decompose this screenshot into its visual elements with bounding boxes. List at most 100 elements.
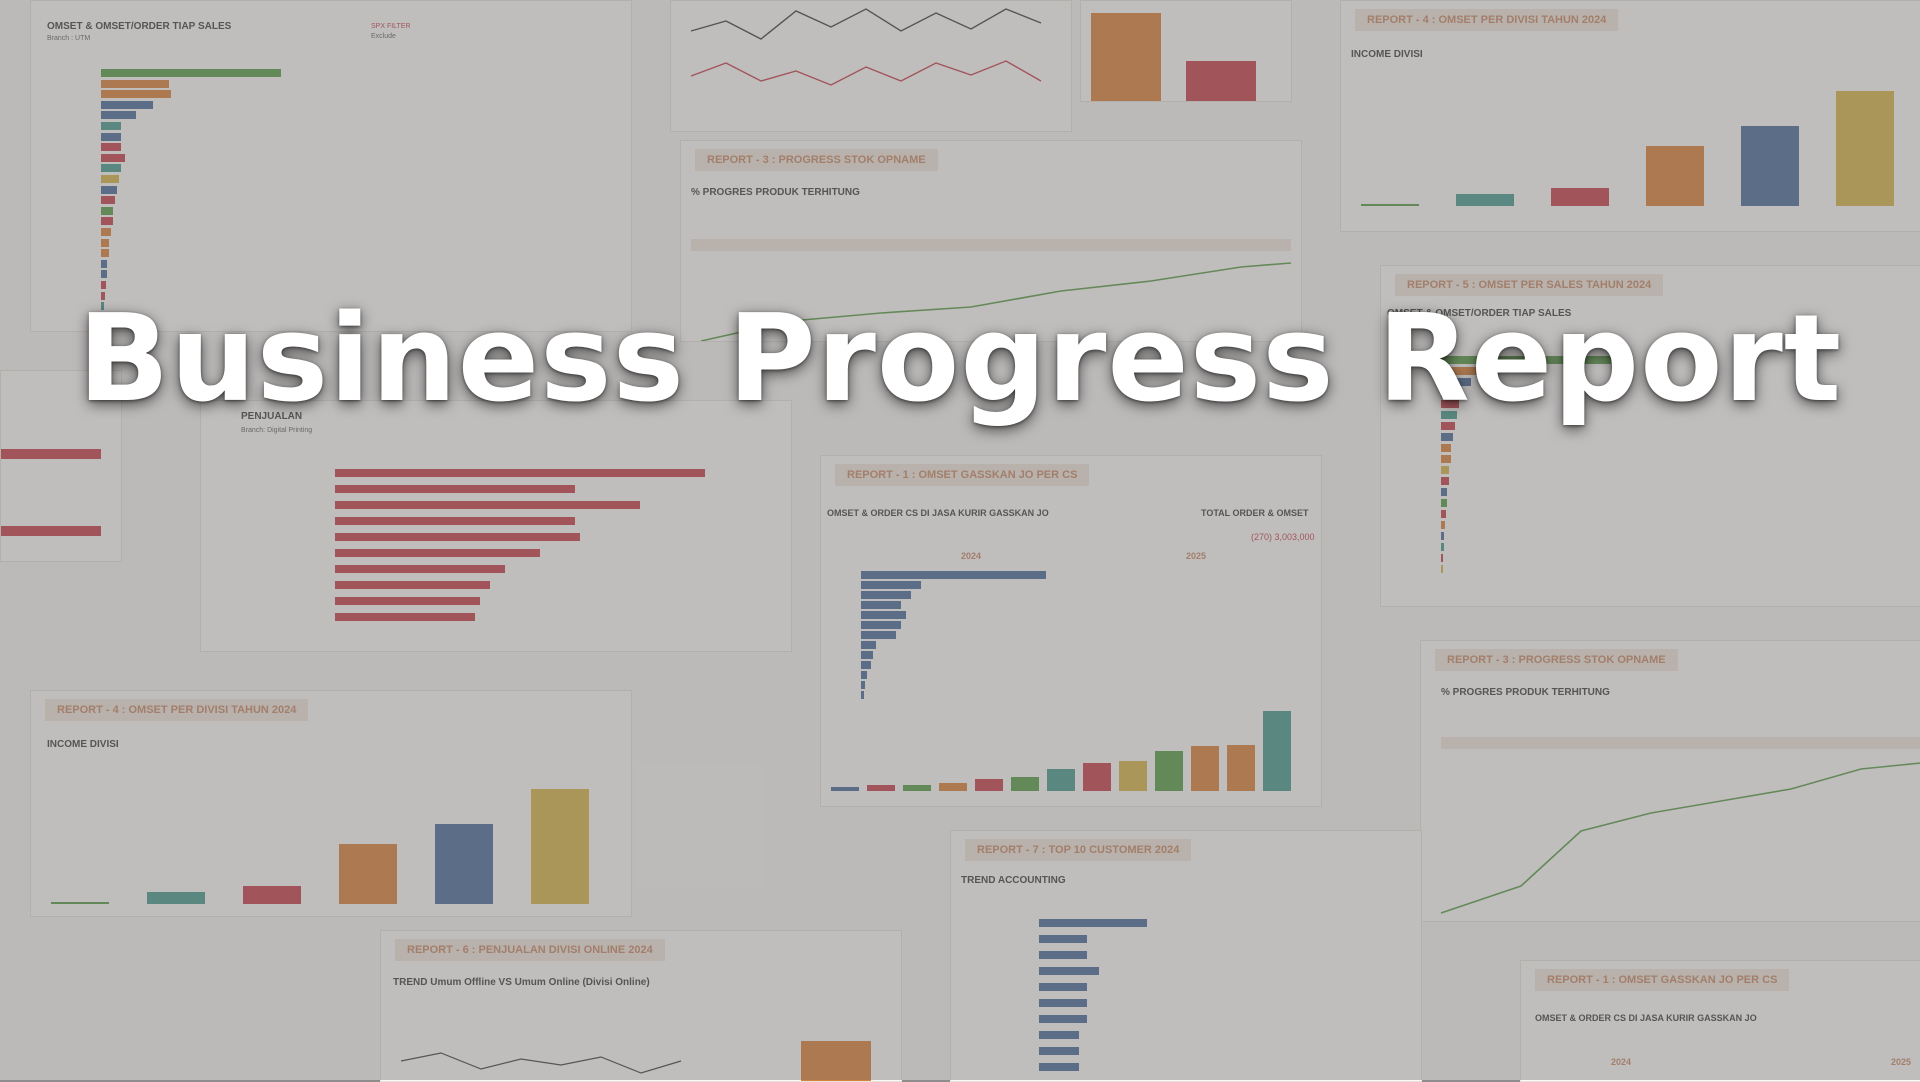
bar [101,238,109,247]
bar [101,259,107,268]
sales-bars-left [101,69,621,329]
bar [1441,444,1451,452]
bar [1441,532,1444,540]
bar [335,517,575,525]
division-bar [435,824,493,904]
bar [1039,1031,1079,1039]
monthly-line-panel [670,0,1072,132]
division-bar [975,779,1003,791]
bar [101,302,104,311]
bar [861,591,911,599]
report-heading: REPORT - 4 : OMSET PER DIVISI TAHUN 2024 [45,699,309,721]
branch-label: Branch : UTM [47,35,91,42]
division-bar [1155,751,1183,791]
total-value: (270) 3,003,000 [1251,532,1315,542]
division-bar [1191,746,1219,791]
division-bar [1263,711,1291,791]
bar [101,122,121,130]
bar [335,549,540,557]
bar [1441,411,1457,419]
report-heading: REPORT - 6 : PENJUALAN DIVISI ONLINE 202… [395,939,665,961]
bar [101,249,109,258]
division-bar [51,902,109,904]
bar [101,153,125,162]
panel-subtitle: TREND ACCOUNTING [961,875,1066,886]
bar [1441,433,1453,441]
report-heading: REPORT - 5 : OMSET PER SALES TAHUN 2024 [1395,274,1664,296]
gasskan-panel-right: REPORT - 1 : OMSET GASSKAN JO PER CS OMS… [1520,960,1920,1082]
bar [1441,499,1447,507]
bar [861,631,896,639]
division-bar [1361,204,1419,206]
bar [101,100,153,109]
bar [861,651,873,659]
bar [101,270,107,279]
sales-panel-top-left: OMSET & OMSET/ORDER TIAP SALES Branch : … [30,0,632,332]
bar [101,69,281,77]
bar [1441,543,1444,551]
division-bar [903,785,931,791]
bar [1441,455,1451,463]
bar [101,312,103,321]
year-label-a: 2024 [1611,1057,1632,1067]
panel-subtitle: INCOME DIVISI [47,739,119,750]
panel-subtitle: OMSET & OMSET/ORDER TIAP SALES [47,21,232,32]
year-label-b: 2025 [1891,1057,1912,1067]
bar [1441,554,1443,562]
gasskan-bars [861,571,1301,699]
left-mid-panel [0,370,122,562]
bar [1441,400,1459,408]
page-title: Business Progress Report [77,290,1843,429]
division-bar [867,785,895,791]
bar [101,185,117,194]
bar [861,641,876,649]
bar [861,611,906,619]
division-bar [339,844,397,904]
division-panel-left: REPORT - 4 : OMSET PER DIVISI TAHUN 2024… [30,690,632,917]
panel-subtitle: TREND Umum Offline VS Umum Online (Divis… [393,977,650,988]
division-panel-right: REPORT - 4 : OMSET PER DIVISI TAHUN 2024… [1340,0,1920,232]
bar [1441,356,1611,364]
division-bar [243,886,301,904]
progress-line-chart [700,262,1292,341]
top-customer-panel: REPORT - 7 : TOP 10 CUSTOMER 2024 TREND … [950,830,1422,1082]
panel-subtitle: OMSET & ORDER CS DI JASA KURIR GASSKAN J… [827,508,1049,518]
bar [101,164,121,173]
monthly-line-chart [690,8,1042,86]
bar [335,485,575,493]
bar [1441,488,1447,496]
bar [861,581,921,589]
division-bar [1227,745,1255,791]
bar [335,501,640,509]
top-customer-bars [1039,919,1419,1079]
panel-subtitle: OMSET & ORDER CS DI JASA KURIR GASSKAN J… [1535,1013,1757,1023]
bar [335,597,480,605]
bar [1441,367,1481,375]
panel-subtitle: % PROGRES PRODUK TERHITUNG [691,187,860,198]
month-strip [1441,737,1920,749]
bar [101,111,136,120]
division-bar [1047,769,1075,791]
online-panel: REPORT - 6 : PENJUALAN DIVISI ONLINE 202… [380,930,902,1082]
sales-panel-right: REPORT - 5 : OMSET PER SALES TAHUN 2024 … [1380,265,1920,607]
offline-bar [801,1041,871,1081]
bar [101,79,169,88]
bar [861,661,871,669]
bar [101,228,111,236]
year-label-b: 2025 [1186,551,1207,561]
bar [335,565,505,573]
bar [101,132,121,141]
division-bar [1119,761,1147,791]
division-bar [1836,91,1894,206]
bar [1441,521,1445,529]
branch-label: Branch: Digital Printing [241,427,313,434]
division-bars-left [51,769,611,904]
report-heading: REPORT - 1 : OMSET GASSKAN JO PER CS [1535,969,1790,991]
bar [101,196,115,205]
bar [1039,1015,1087,1023]
month-strip [691,239,1291,251]
bar [1441,389,1461,397]
report-heading: REPORT - 3 : PROGRESS STOK OPNAME [1435,649,1678,671]
